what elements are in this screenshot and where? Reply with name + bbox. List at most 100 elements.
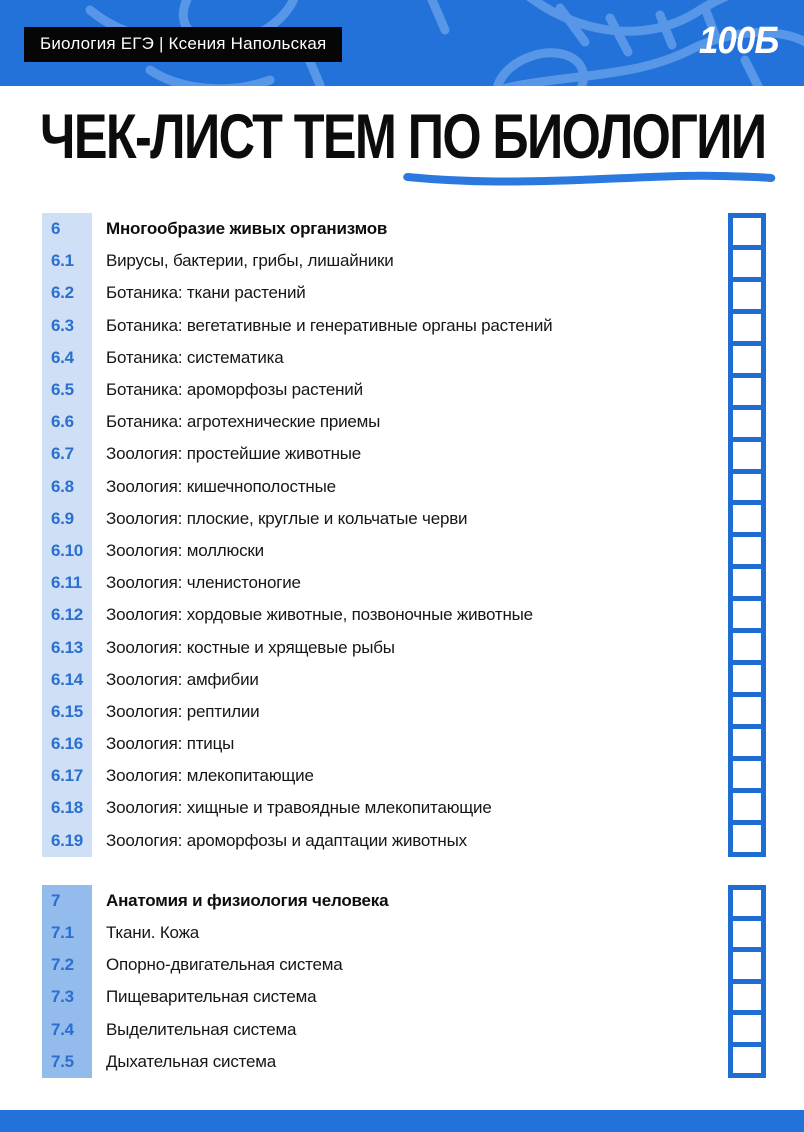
table-row: 6.10 Зоология: моллюски [42, 534, 766, 568]
checkbox[interactable] [733, 601, 761, 634]
checkbox[interactable] [733, 729, 761, 761]
checkbox[interactable] [733, 442, 761, 474]
row-number: 6.15 [42, 695, 92, 728]
topic-label: Зоология: костные и хрящевые рыбы [106, 637, 395, 657]
checkbox[interactable] [733, 474, 761, 506]
title-underlined-text: ПО БИОЛОГИИ [407, 102, 767, 172]
table-row: 7.1 Ткани. Кожа [42, 916, 766, 950]
table-row: 6.11 Зоология: членистоногие [42, 567, 766, 600]
row-number: 6.12 [42, 599, 92, 632]
row-number: 6.10 [42, 534, 92, 568]
topic-label: Зоология: плоские, круглые и кольчатые ч… [106, 508, 468, 528]
table-row: 6.1 Вирусы, бактерии, грибы, лишайники [42, 245, 766, 278]
table-row: 6.18 Зоология: хищные и травоядные млеко… [42, 792, 766, 825]
row-number: 7.1 [42, 916, 92, 950]
row-number: 6.17 [42, 760, 92, 793]
checkbox[interactable] [733, 346, 761, 378]
checkbox[interactable] [733, 890, 761, 922]
checkbox[interactable] [733, 282, 761, 314]
topic-label: Зоология: амфибии [106, 669, 259, 689]
logo-100b: 100Б [698, 20, 779, 62]
row-number: 6.7 [42, 438, 92, 471]
checkbox[interactable] [733, 952, 761, 984]
checkbox[interactable] [733, 505, 761, 538]
table-row: 6.13 Зоология: костные и хрящевые рыбы [42, 631, 766, 664]
topic-label: Ботаника: вегетативные и генеративные ор… [106, 315, 553, 335]
row-number: 6.13 [42, 631, 92, 664]
row-number: 6.11 [42, 567, 92, 600]
table-row: 7.3 Пищеварительная система [42, 981, 766, 1014]
row-number: 7.2 [42, 949, 92, 982]
topic-label: Зоология: рептилии [106, 701, 260, 721]
topic-label: Зоология: птицы [106, 734, 235, 754]
topic-label: Ботаника: ароморфозы растений [106, 380, 363, 400]
page-header: Биология ЕГЭ | Ксения Напольская 100Б [0, 0, 804, 86]
row-number: 6.19 [42, 824, 92, 857]
checkbox[interactable] [733, 665, 761, 698]
table-row: 6.7 Зоология: простейшие животные [42, 438, 766, 471]
page-title: ЧЕК-ЛИСТ ТЕМ ПО БИОЛОГИИ [40, 102, 776, 186]
checkbox[interactable] [733, 633, 761, 666]
table-row: 6.8 Зоология: кишечнополостные [42, 470, 766, 503]
row-number: 6 [42, 213, 92, 246]
title-underline-swoosh [402, 171, 776, 186]
checkbox[interactable] [733, 410, 761, 442]
table-row: 6.17 Зоология: млекопитающие [42, 760, 766, 793]
table-row: 7 Анатомия и физиология человека [42, 884, 766, 917]
topic-label: Ткани. Кожа [106, 923, 200, 943]
topic-label: Опорно-двигательная система [106, 955, 343, 975]
table-row: 6.15 Зоология: рептилии [42, 695, 766, 728]
topic-label: Дыхательная система [106, 1051, 277, 1071]
checkbox[interactable] [733, 793, 761, 825]
row-number: 6.16 [42, 728, 92, 761]
topic-label: Анатомия и физиология человека [106, 890, 389, 910]
table-row: 6.16 Зоология: птицы [42, 728, 766, 761]
row-number: 6.1 [42, 245, 92, 278]
row-number: 6.14 [42, 663, 92, 696]
row-number: 6.5 [42, 373, 92, 407]
title-underlined-part: ПО БИОЛОГИИ [402, 102, 776, 186]
checkbox[interactable] [733, 984, 761, 1016]
checkbox[interactable] [733, 378, 761, 410]
footer-bar [0, 1110, 804, 1132]
table-row: 6.14 Зоология: амфибии [42, 663, 766, 696]
checkbox[interactable] [733, 218, 761, 250]
topic-section-7: 7 Анатомия и физиология человека 7.1 Тка… [42, 884, 766, 1078]
table-row: 7.2 Опорно-двигательная система [42, 949, 766, 982]
table-row: 7.5 Дыхательная система [42, 1045, 766, 1078]
row-number: 7 [42, 884, 92, 917]
checkbox[interactable] [733, 825, 761, 852]
title-prefix: ЧЕК-ЛИСТ ТЕМ [40, 102, 408, 172]
topic-section-6: 6 Многообразие живых организмов 6.1 Виру… [42, 213, 766, 857]
topic-label: Зоология: ароморфозы и адаптации животны… [106, 830, 467, 850]
table-row: 6.12 Зоология: хордовые животные, позвон… [42, 599, 766, 632]
checkbox[interactable] [733, 537, 761, 570]
table-row: 6.5 Ботаника: ароморфозы растений [42, 373, 766, 407]
table-row: 6.3 Ботаника: вегетативные и генеративны… [42, 309, 766, 342]
table-row: 6 Многообразие живых организмов [42, 213, 766, 246]
topic-label: Ботаника: ткани растений [106, 283, 306, 303]
table-row: 6.2 Ботаника: ткани растений [42, 277, 766, 310]
topic-label: Зоология: млекопитающие [106, 766, 314, 786]
row-number: 6.2 [42, 277, 92, 310]
sections: 6 Многообразие живых организмов 6.1 Виру… [42, 213, 766, 1106]
table-row: 6.19 Зоология: ароморфозы и адаптации жи… [42, 824, 766, 857]
row-number: 7.5 [42, 1045, 92, 1078]
topic-label: Зоология: простейшие животные [106, 444, 362, 464]
row-number: 6.8 [42, 470, 92, 503]
checkbox-column [728, 213, 766, 857]
topic-label: Зоология: членистоногие [106, 573, 301, 593]
topic-label: Пищеварительная система [106, 987, 317, 1007]
checkbox[interactable] [733, 697, 761, 729]
row-number: 6.9 [42, 502, 92, 535]
checkbox[interactable] [733, 569, 761, 602]
checkbox[interactable] [733, 250, 761, 282]
topic-label: Многообразие живых организмов [106, 219, 388, 239]
checkbox[interactable] [733, 761, 761, 793]
topic-label: Выделительная система [106, 1019, 297, 1039]
checkbox[interactable] [733, 921, 761, 953]
topic-label: Зоология: моллюски [106, 540, 264, 560]
checkbox[interactable] [733, 1047, 761, 1073]
checkbox[interactable] [733, 1015, 761, 1047]
checkbox[interactable] [733, 314, 761, 346]
